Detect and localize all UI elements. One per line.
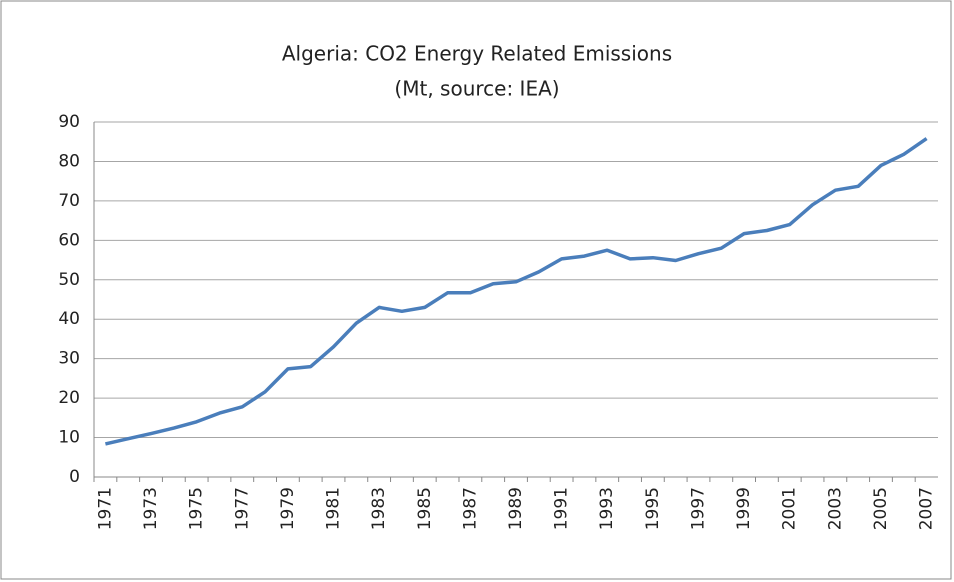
x-tick-label: 1973	[141, 487, 161, 530]
y-tick-label: 20	[58, 388, 80, 408]
x-tick-label: 1979	[278, 487, 298, 530]
chart-title: Algeria: CO2 Energy Related Emissions	[282, 42, 672, 66]
x-tick-label: 2007	[917, 487, 937, 530]
y-tick-label: 10	[58, 428, 80, 448]
x-tick-label: 1975	[187, 487, 207, 530]
chart-subtitle: (Mt, source: IEA)	[394, 77, 559, 101]
y-tick-label: 70	[58, 191, 80, 211]
y-tick-label: 60	[58, 230, 80, 250]
x-tick-label: 2001	[780, 487, 800, 530]
x-tick-label: 1971	[95, 487, 115, 530]
y-tick-label: 0	[69, 467, 80, 487]
data-line	[105, 137, 928, 446]
y-tick-label: 90	[58, 112, 80, 132]
x-tick-label: 1993	[597, 487, 617, 530]
y-tick-label: 50	[58, 270, 80, 290]
x-tick-label: 1981	[324, 487, 344, 530]
x-tick-label: 1995	[643, 487, 663, 530]
x-tick-label: 1997	[688, 487, 708, 530]
x-tick-label: 1989	[506, 487, 526, 530]
x-tick-label: 1991	[552, 487, 572, 530]
y-tick-label: 30	[58, 349, 80, 369]
x-tick-label: 1983	[369, 487, 389, 530]
x-tick-label: 1987	[460, 487, 480, 530]
y-tick-label: 80	[58, 151, 80, 171]
x-tick-label: 1985	[415, 487, 435, 530]
x-tick-label: 2005	[871, 487, 891, 530]
x-tick-label: 1999	[734, 487, 754, 530]
x-tick-label: 2003	[825, 487, 845, 530]
y-tick-label: 40	[58, 309, 80, 329]
x-tick-label: 1977	[232, 487, 252, 530]
